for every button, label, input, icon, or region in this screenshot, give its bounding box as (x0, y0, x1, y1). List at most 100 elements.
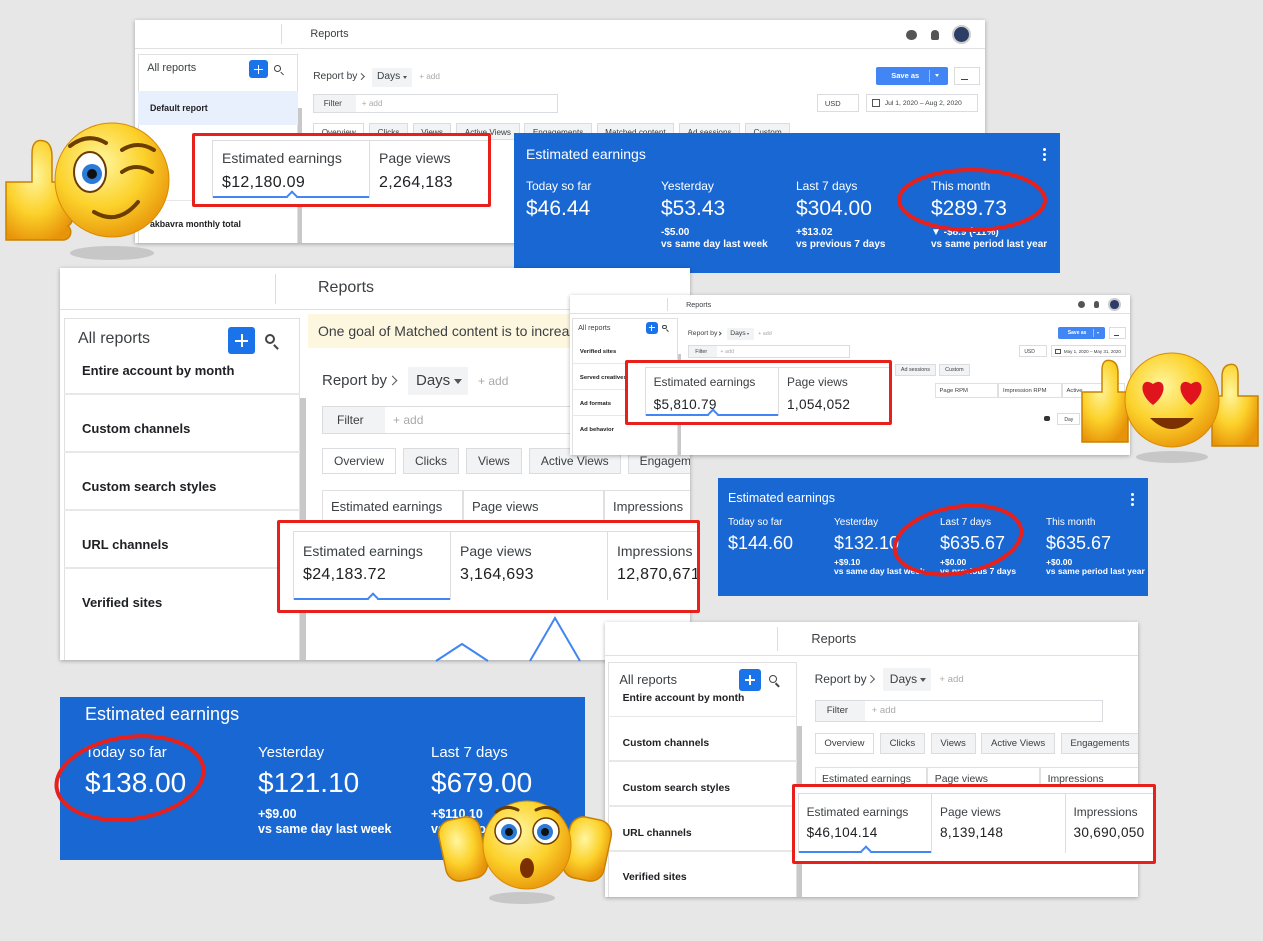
stat-label: Today so far (526, 179, 592, 193)
stat-label: This month (931, 179, 991, 193)
metric-cell: Page views 3,164,693 (450, 531, 607, 600)
metric-value: 1,054,052 (787, 397, 851, 412)
sidebar-divider (608, 805, 797, 807)
stat-value: $46.44 (526, 197, 591, 220)
column-label: Page views (934, 774, 988, 786)
plus-icon (257, 64, 260, 74)
filter-add: + add (393, 413, 424, 427)
filter-add: + add (361, 99, 383, 109)
header-divider (275, 274, 276, 304)
stat-value: $635.67 (1046, 533, 1112, 553)
period-dropdown: Days (883, 668, 932, 691)
sidebar-item: Entire account by month (82, 363, 235, 378)
stat-value: $679.00 (431, 767, 533, 798)
tab-bar: Ad sessions Custom (894, 364, 970, 376)
period-dropdown: Days (726, 327, 754, 341)
metric-value: $12,180.09 (222, 174, 306, 191)
stat-change: +$9.00 (258, 807, 297, 821)
metric-cell: Page views 1,054,052 (778, 367, 889, 416)
button-divider (1093, 329, 1094, 338)
sidebar (64, 318, 300, 660)
column-label: Impressions (1047, 774, 1104, 786)
sidebar-active (137, 90, 299, 125)
plus-icon (749, 674, 751, 686)
stat-note: vs previous 7 days (940, 566, 1017, 576)
currency-text: USD (824, 99, 841, 109)
column-label: Impression RPM (1002, 387, 1047, 394)
button-divider (929, 69, 931, 82)
stat-note: vs same day last week (834, 566, 925, 576)
stat-label: Today so far (728, 517, 783, 528)
save-as-text: Save as (1067, 330, 1087, 337)
stat-value: $138.00 (85, 767, 187, 798)
filter-cell: Filter (815, 700, 866, 721)
highlight-box: Estimated earnings $24,183.72 Page views 3,… (277, 520, 700, 613)
period-text: Days (889, 672, 918, 687)
stat-label: Last 7 days (940, 517, 992, 528)
dropdown-arrow (747, 333, 750, 336)
metric-value: 8,139,148 (940, 825, 1004, 840)
sidebar-divider (64, 509, 300, 511)
plus-icon (240, 334, 243, 347)
period-dropdown: Days (408, 367, 468, 395)
menu-dot (1043, 153, 1046, 156)
report-by-label: Report by (322, 372, 388, 389)
earnings-card: Estimated earnings Today so far $144.60 Yes… (718, 478, 1148, 596)
calendar-icon (871, 99, 880, 108)
all-reports-title: All reports (619, 671, 677, 687)
metric-caret (860, 845, 872, 857)
menu-dot (1043, 148, 1046, 151)
menu-dot (1131, 498, 1134, 501)
comment-icon (1043, 416, 1050, 422)
filter-add: + add (720, 349, 735, 356)
metric-label: Estimated earnings (653, 375, 756, 389)
sidebar (608, 662, 797, 897)
filter-label: Filter (695, 349, 708, 356)
chevron-icon (357, 73, 365, 81)
sidebar-item: Verified sites (622, 872, 687, 884)
report-tab: Views (466, 448, 522, 474)
column-label: Estimated earnings (331, 499, 443, 514)
card-title: Estimated earnings (526, 146, 646, 162)
report-tab: Clicks (403, 448, 460, 474)
metric-label: Page views (460, 543, 532, 559)
sidebar-divider (64, 567, 300, 569)
stat-label: Yesterday (258, 744, 325, 761)
report-by-label: Report by (687, 330, 718, 338)
column-label: Page RPM (939, 387, 968, 394)
metric-cell: Impressions 30,690,050 (1064, 793, 1153, 853)
menu-dot (1131, 493, 1134, 496)
header-title: Reports (686, 300, 712, 309)
day-button-text: Day (1064, 417, 1074, 424)
filter-bar: Filter + add (313, 94, 558, 114)
highlight-box: Estimated earnings $46,104.14 Page views 8,… (792, 784, 1156, 864)
stat-change: +$13.02 (796, 227, 833, 238)
metric-cell: Impressions 12,870,671 (607, 531, 697, 600)
header-bar (570, 295, 1130, 314)
header-divider (281, 24, 283, 45)
stat-change: +$9.10 (834, 557, 861, 567)
metric-label: Page views (940, 805, 1001, 819)
report-tab: Clicks (879, 733, 925, 754)
stat-value: $121.10 (258, 767, 360, 798)
sidebar-divider (571, 414, 678, 416)
download-button (953, 66, 980, 85)
calendar-icon (1055, 349, 1061, 355)
stat-note: vs previous 7 days (431, 822, 543, 836)
highlight-box: Estimated earnings $5,810.79 Page views 1,0… (625, 360, 892, 425)
menu-dot (1043, 158, 1046, 161)
card-title: Estimated earnings (728, 491, 836, 505)
stat-value: $132.10 (834, 533, 900, 553)
period-text: Days (376, 70, 401, 82)
sidebar-item: Custom search styles (622, 782, 731, 794)
metric-caret (366, 592, 379, 604)
report-tab: Overview (322, 448, 397, 474)
dropdown-arrow (935, 74, 940, 78)
metric-label: Estimated earnings (222, 150, 342, 166)
sidebar-item: Default report (150, 103, 208, 113)
sidebar-item: Ad behavior (579, 427, 614, 434)
notification-icon (1094, 301, 1100, 309)
sidebar-item: URL channels (82, 537, 169, 552)
